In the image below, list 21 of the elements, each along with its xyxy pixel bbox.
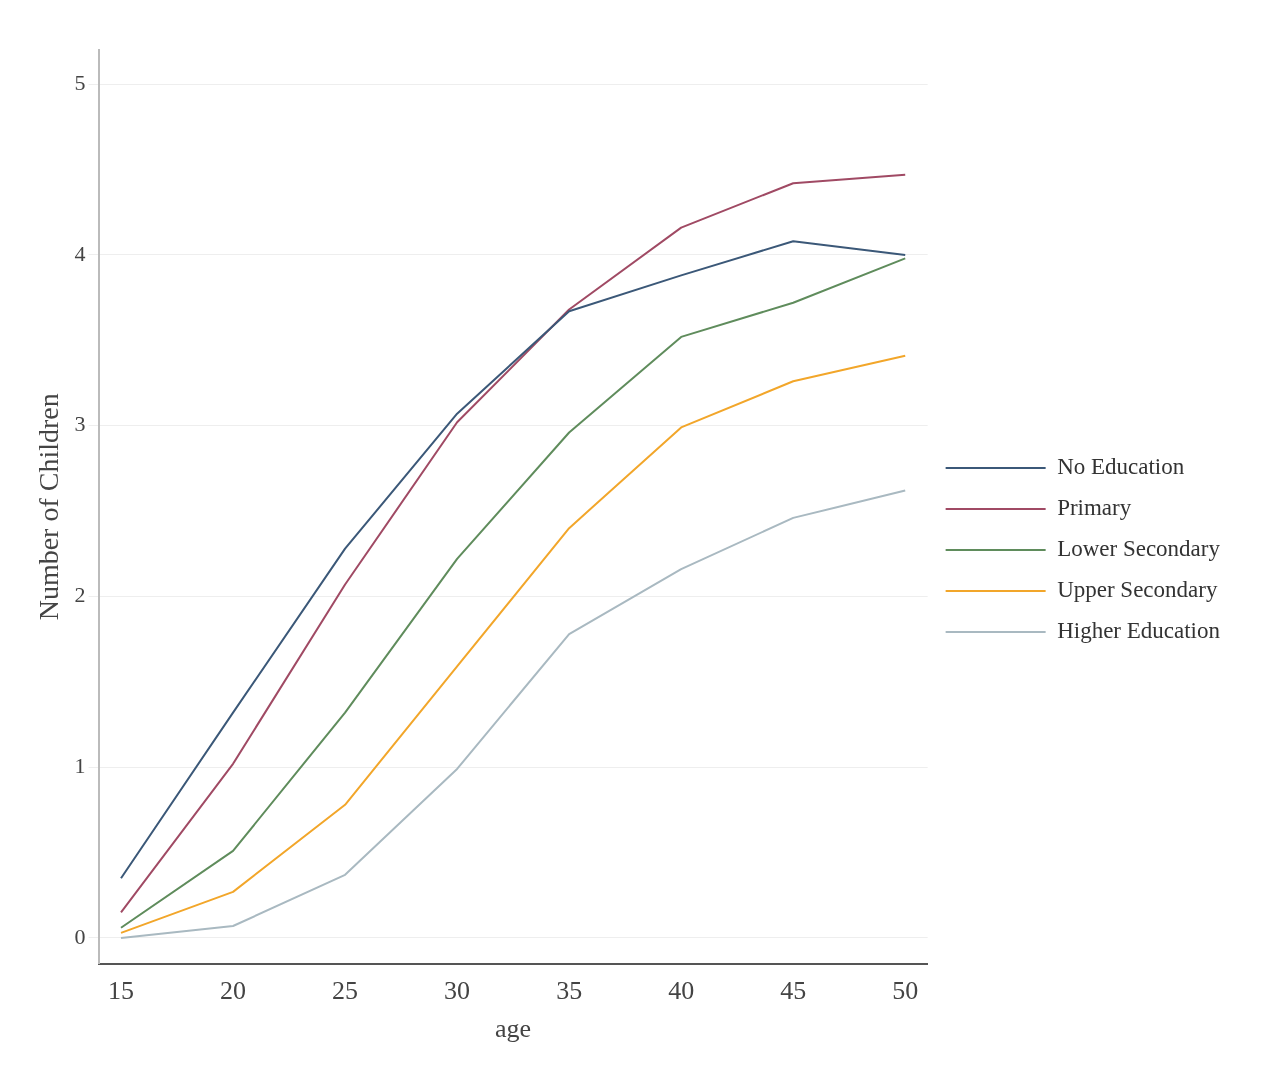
x-tick-label: 30: [444, 976, 471, 1006]
y-tick-label: 4: [74, 240, 86, 266]
legend-label: Higher Education: [1057, 618, 1221, 644]
x-tick-label: 20: [220, 976, 247, 1006]
x-tick-label: 50: [892, 976, 919, 1006]
x-tick-label: 25: [332, 976, 359, 1006]
y-tick-label: 1: [74, 753, 86, 778]
y-axis-title: Number of Children: [33, 393, 65, 621]
x-tick-label: 45: [780, 976, 807, 1006]
y-tick-label: 3: [74, 411, 86, 437]
legend-label: Primary: [1057, 495, 1132, 521]
x-axis-title: age: [495, 1014, 532, 1044]
x-tick-label: 15: [108, 976, 135, 1006]
x-tick-label: 35: [556, 976, 583, 1006]
legend-label: No Education: [1057, 454, 1185, 480]
y-tick-label: 5: [74, 69, 86, 95]
y-tick-label: 2: [74, 582, 86, 608]
legend-label: Lower Secondary: [1057, 536, 1221, 562]
legend-label: Upper Secondary: [1057, 577, 1218, 603]
x-tick-label: 40: [668, 976, 695, 1006]
y-tick-label: 0: [74, 923, 86, 949]
